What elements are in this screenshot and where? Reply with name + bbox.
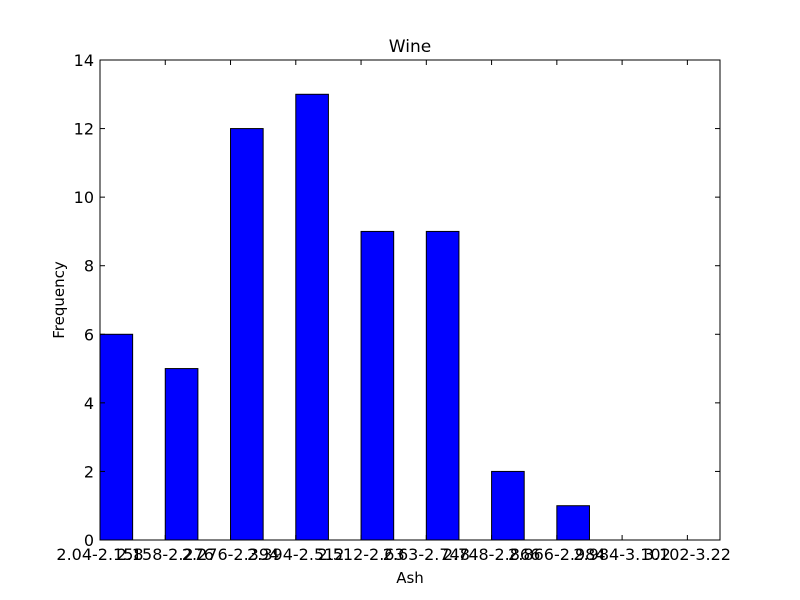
bar-2.866-2.984 [556,505,590,541]
bar-2.04-2.158 [99,333,134,541]
x-tick-label: 2.158-2.276 [117,545,214,564]
y-tick-label: 14 [74,51,94,70]
bar-2.512-2.63 [360,230,395,541]
y-tick-label: 6 [84,325,94,344]
bar-2.276-2.394 [230,128,264,541]
bar-2.394-2.512 [295,93,329,541]
x-axis-label: Ash [396,569,424,587]
plot-frame [99,59,721,541]
y-tick-label: 4 [84,394,94,413]
x-tick-label: 3.102-3.22 [644,545,731,564]
y-tick-label: 8 [84,257,94,276]
y-tick-label: 12 [74,120,94,139]
x-tick-label: 2.984-3.102 [573,545,670,564]
y-tick-label: 0 [84,531,94,550]
x-tick-label: 2.04-2.158 [56,545,143,564]
y-axis-label: Frequency [50,261,68,339]
x-tick-label: 2.394-2.512 [247,545,344,564]
bar-2.158-2.276 [164,368,199,541]
x-tick-label: 2.512-2.63 [317,545,404,564]
x-tick-label: 2.748-2.866 [443,545,540,564]
x-tick-label: 2.276-2.394 [182,545,279,564]
chart-title: Wine [389,37,431,57]
bars-group [99,93,590,541]
bar-2.748-2.866 [491,470,525,541]
x-tick-label: 2.866-2.984 [508,545,605,564]
x-tick-label: 2.63-2.748 [383,545,470,564]
ticks-group: 0 2 4 6 8 10 12 14 2.04-2.1582.158-2.2762.276-2.… [56,51,731,564]
y-tick-label: 10 [74,188,94,207]
y-tick-label: 2 [84,462,94,481]
bar-2.63-2.748 [425,230,460,541]
